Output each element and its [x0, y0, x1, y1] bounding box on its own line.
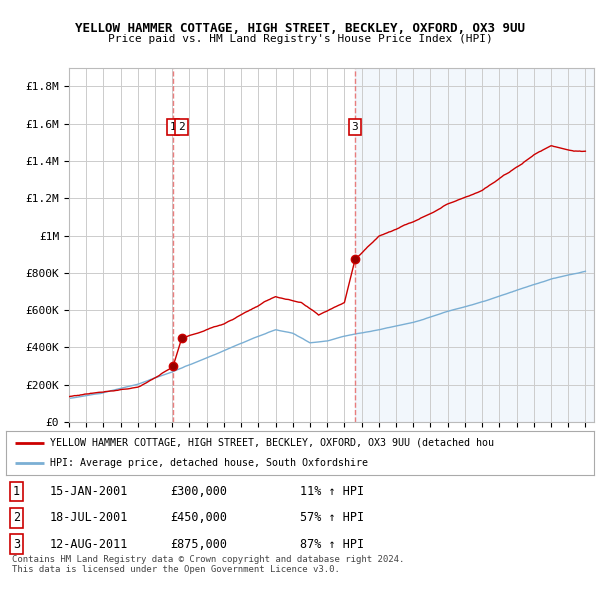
Bar — [355, 68, 594, 422]
Text: HPI: Average price, detached house, South Oxfordshire: HPI: Average price, detached house, Sout… — [50, 458, 368, 468]
Text: 18-JUL-2001: 18-JUL-2001 — [50, 511, 128, 525]
Text: Price paid vs. HM Land Registry's House Price Index (HPI): Price paid vs. HM Land Registry's House … — [107, 34, 493, 44]
Text: £300,000: £300,000 — [170, 485, 227, 498]
Text: This data is licensed under the Open Government Licence v3.0.: This data is licensed under the Open Gov… — [12, 565, 340, 574]
Text: £450,000: £450,000 — [170, 511, 227, 525]
Text: 2: 2 — [178, 122, 185, 132]
Text: 1: 1 — [13, 485, 20, 498]
Text: YELLOW HAMMER COTTAGE, HIGH STREET, BECKLEY, OXFORD, OX3 9UU: YELLOW HAMMER COTTAGE, HIGH STREET, BECK… — [75, 22, 525, 35]
Text: 12-AUG-2011: 12-AUG-2011 — [50, 537, 128, 550]
Text: £875,000: £875,000 — [170, 537, 227, 550]
Text: 1: 1 — [170, 122, 176, 132]
Text: Contains HM Land Registry data © Crown copyright and database right 2024.: Contains HM Land Registry data © Crown c… — [12, 555, 404, 563]
Text: YELLOW HAMMER COTTAGE, HIGH STREET, BECKLEY, OXFORD, OX3 9UU (detached hou: YELLOW HAMMER COTTAGE, HIGH STREET, BECK… — [50, 438, 494, 448]
Text: 87% ↑ HPI: 87% ↑ HPI — [300, 537, 364, 550]
Text: 57% ↑ HPI: 57% ↑ HPI — [300, 511, 364, 525]
Text: 3: 3 — [13, 537, 20, 550]
Text: 3: 3 — [352, 122, 358, 132]
Text: 2: 2 — [13, 511, 20, 525]
Text: 15-JAN-2001: 15-JAN-2001 — [50, 485, 128, 498]
Text: 11% ↑ HPI: 11% ↑ HPI — [300, 485, 364, 498]
